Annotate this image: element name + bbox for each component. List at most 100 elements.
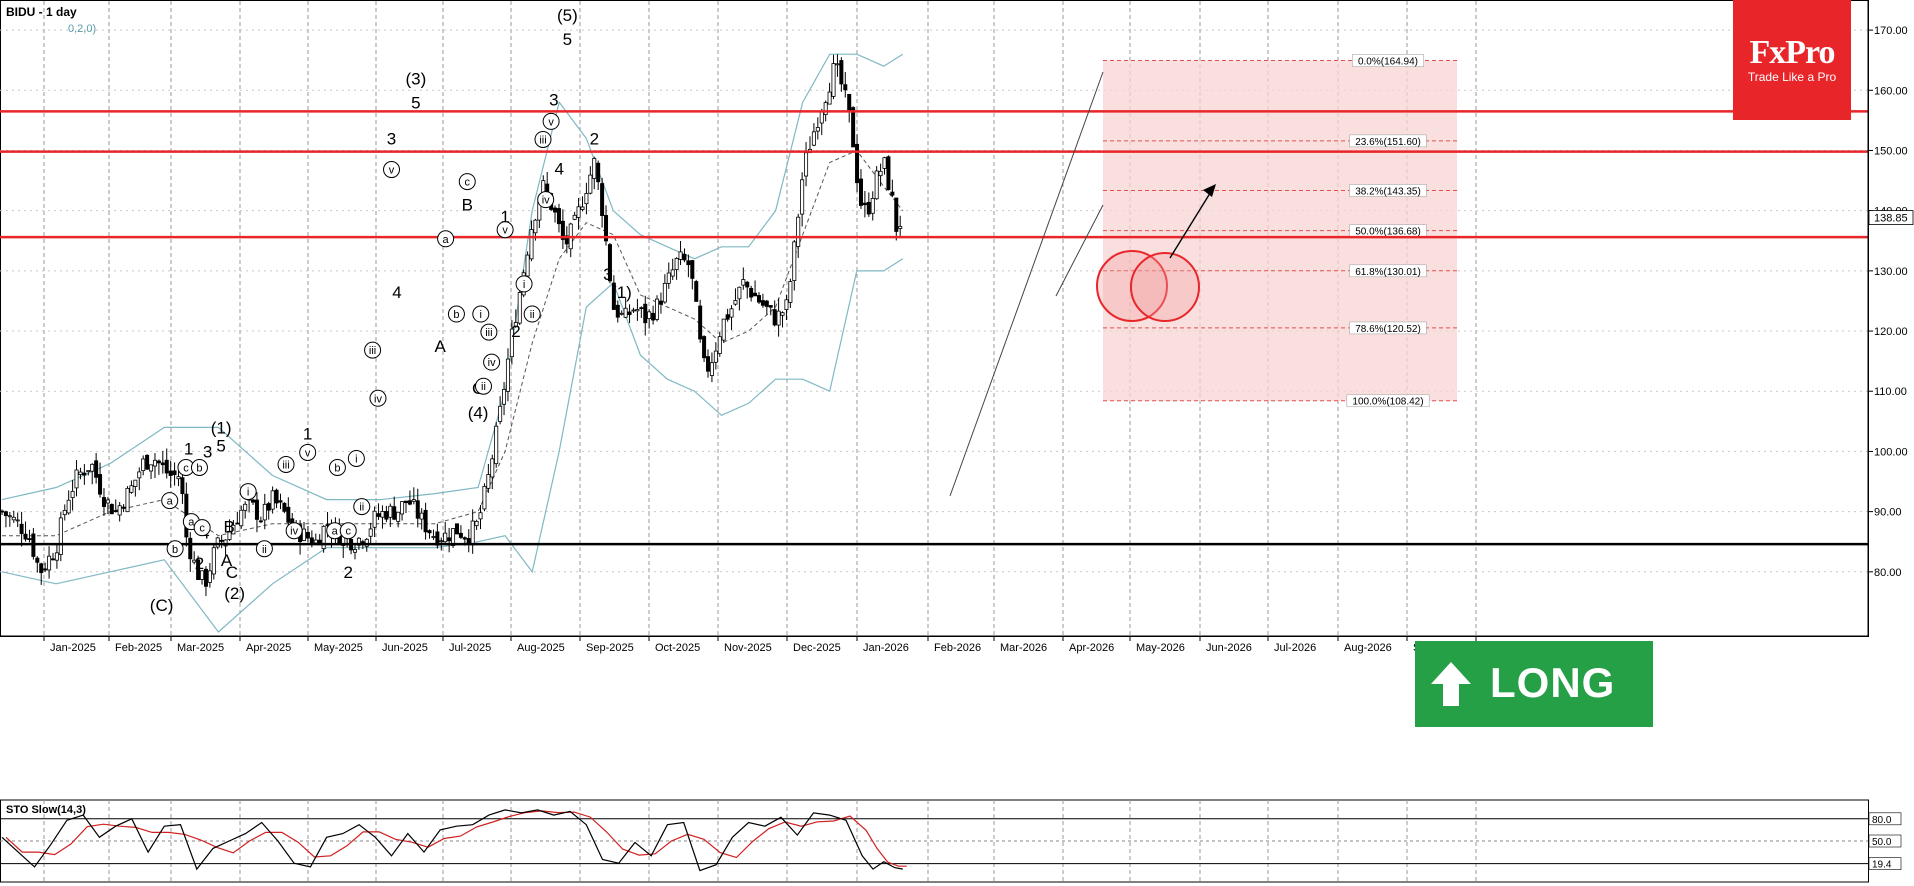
candle-body <box>592 158 597 179</box>
circled-wave-marker <box>523 305 541 323</box>
price-tick-label: 160.00 <box>1874 85 1908 97</box>
candle-body <box>862 202 867 206</box>
price-tick-label: 130.00 <box>1874 266 1908 278</box>
candle-body <box>109 504 114 515</box>
candle-body <box>376 513 381 517</box>
candle-body <box>43 568 48 571</box>
circled-wave-label: ii <box>359 502 364 514</box>
candle-body <box>431 536 436 538</box>
candle-body <box>27 538 32 541</box>
circled-wave-label: a <box>188 517 195 529</box>
candle-body <box>207 570 212 583</box>
candle-body <box>15 519 20 522</box>
circled-wave-marker <box>369 389 387 407</box>
candle-body <box>180 477 185 495</box>
candle-body <box>411 499 416 502</box>
candle-body <box>196 559 201 580</box>
candle-body <box>482 485 487 510</box>
candle-body <box>682 253 687 261</box>
fxpro-logo: FxPro Trade Like a Pro <box>1733 0 1851 120</box>
candle-body <box>502 389 507 405</box>
circled-wave-label: iii <box>369 345 376 357</box>
candle-body <box>90 463 95 472</box>
candle-body <box>702 336 707 359</box>
candle-body <box>454 523 459 535</box>
circled-wave-marker <box>190 458 208 476</box>
fib-label-box <box>1349 321 1427 335</box>
candle-body <box>152 459 157 467</box>
circled-wave-label: iv <box>374 393 382 405</box>
candle-body <box>729 308 734 318</box>
candle-body <box>35 557 40 563</box>
wave-label: C <box>226 563 238 582</box>
circled-wave-marker <box>255 540 273 558</box>
circled-wave-marker <box>496 221 514 239</box>
candle-body <box>753 292 758 297</box>
candle-body <box>517 292 522 324</box>
candle-body <box>11 516 16 521</box>
candle-body <box>662 282 667 303</box>
circled-wave-label: iii <box>282 459 289 471</box>
circled-wave-marker <box>458 173 476 191</box>
candle-body <box>368 528 373 537</box>
time-tick-label: May-2026 <box>1136 642 1185 654</box>
circled-wave-label: b <box>453 309 459 321</box>
candle-body <box>666 272 671 284</box>
wave-trendline <box>949 71 1104 497</box>
time-tick-label: Apr-2026 <box>1069 642 1114 654</box>
candle-body <box>50 558 55 561</box>
candle-body <box>86 470 91 473</box>
candle-body <box>713 350 718 363</box>
wave-label: 4 <box>392 283 401 302</box>
candle-body <box>466 538 471 544</box>
candle-body <box>690 260 695 279</box>
circled-wave-label: v <box>502 225 508 237</box>
bollinger-middle-line <box>2 149 904 537</box>
candle-body <box>706 356 711 372</box>
candle-body <box>572 214 577 220</box>
circled-wave-marker <box>193 519 211 537</box>
circled-wave-marker <box>339 522 357 540</box>
candle-body <box>364 538 369 547</box>
circled-wave-label: iii <box>539 134 546 146</box>
candle-body <box>415 500 420 519</box>
candle-body <box>647 311 652 319</box>
candle-body <box>62 509 67 516</box>
candle-body <box>262 503 267 521</box>
candle-body <box>160 462 165 466</box>
stochastic-frame <box>0 799 1869 883</box>
candle-body <box>756 295 761 303</box>
fib-level-label: 100.0%(108.42) <box>1352 397 1423 408</box>
annotations <box>949 71 1216 497</box>
support-circle <box>1130 252 1200 322</box>
wave-label: 1 <box>184 439 193 458</box>
candle-body <box>70 490 75 499</box>
candle-body <box>458 532 463 538</box>
candle-body <box>533 219 538 234</box>
time-tick-label: Jul-2026 <box>1274 642 1316 654</box>
wave-label: 5 <box>411 93 420 112</box>
candle-body <box>819 111 824 124</box>
stochastic-panel[interactable]: 80.0 50.0 19.4 <box>0 799 1902 883</box>
price-tick-label: 110.00 <box>1874 386 1907 398</box>
wave-label: (3) <box>405 69 426 88</box>
candle-body <box>784 299 789 310</box>
fibonacci-zone: 0.0%(164.94) 23.6%(151.60) 38.2%(143.35) 50… <box>1103 54 1457 408</box>
wave-label: B <box>462 196 473 215</box>
candle-body <box>709 362 714 376</box>
fib-label-box <box>1346 394 1430 408</box>
candle-body <box>302 528 307 541</box>
bollinger-lower-line <box>1 258 904 633</box>
candle-body <box>353 549 358 553</box>
candle-body <box>604 215 609 242</box>
candle-body <box>168 470 173 476</box>
candle-body <box>831 63 836 97</box>
stochastic-level-label: 50.0 <box>1872 837 1892 848</box>
candle-body <box>600 183 605 216</box>
candle-body <box>407 500 412 505</box>
wave-label: (4) <box>468 403 489 422</box>
candle-body <box>470 520 475 546</box>
candle-body <box>172 470 177 476</box>
price-axis[interactable]: 80.0090.00100.00110.00120.00130.00140.00… <box>1867 0 1914 636</box>
